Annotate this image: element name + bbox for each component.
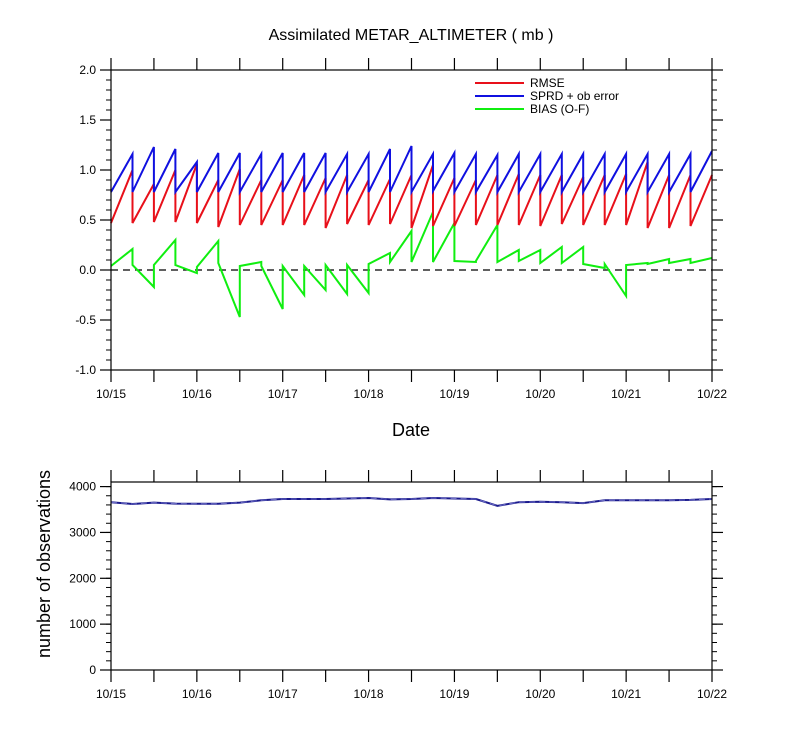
x-tick-label: 10/15 — [96, 387, 126, 401]
x-tick-label: 10/20 — [525, 687, 555, 701]
x-tick-label: 10/20 — [525, 387, 555, 401]
x-tick-label: 10/19 — [439, 387, 469, 401]
y-tick-label: 0.0 — [79, 263, 96, 277]
y-tick-label: 2000 — [69, 571, 96, 585]
y-tick-label: 0 — [89, 663, 96, 677]
bottom-plot-frame: 10/15 10/16 10/17 10/18 10/19 10/20 10/21 10/22… — [69, 470, 727, 701]
x-tick-label: 10/22 — [697, 687, 727, 701]
legend-label: SPRD + ob error — [530, 89, 619, 103]
x-axis-title: Date — [392, 420, 430, 440]
x-tick-label: 10/17 — [268, 387, 298, 401]
y-tick-label: 4000 — [69, 480, 96, 494]
legend-label: BIAS (O-F) — [530, 102, 589, 116]
x-tick-label: 10/18 — [354, 687, 384, 701]
x-tick-label: 10/21 — [611, 687, 641, 701]
y-tick-label: 2.0 — [79, 63, 96, 77]
bottom-plot — [110, 496, 713, 507]
x-tick-label: 10/21 — [611, 387, 641, 401]
y-tick-label: 3000 — [69, 525, 96, 539]
legend-label: RMSE — [530, 76, 565, 90]
y-tick-label: 1.0 — [79, 163, 96, 177]
y-tick-label: 1000 — [69, 617, 96, 631]
y-tick-label: 0.5 — [79, 213, 96, 227]
series-line-bias-o-f — [110, 211, 713, 318]
x-tick-label: 10/16 — [182, 687, 212, 701]
top-plot-frame: 10/15 10/16 10/17 10/18 10/19 10/20 10/21 10/22… — [75, 58, 727, 401]
top-plot — [110, 145, 713, 318]
x-tick-label: 10/22 — [697, 387, 727, 401]
series-line-observation-count-used — [110, 497, 713, 507]
x-tick-label: 10/19 — [439, 687, 469, 701]
y-tick-label: -0.5 — [75, 313, 96, 327]
x-tick-label: 10/15 — [96, 687, 126, 701]
y-tick-label: -1.0 — [75, 363, 96, 377]
x-tick-label: 10/18 — [354, 387, 384, 401]
x-tick-label: 10/17 — [268, 687, 298, 701]
y-axis-title-observations: number of observations — [34, 470, 54, 658]
series-line-sprd-ob-error — [110, 145, 713, 196]
y-tick-label: 1.5 — [79, 113, 96, 127]
chart-title: Assimilated METAR_ALTIMETER ( mb ) — [269, 27, 554, 44]
x-tick-label: 10/16 — [182, 387, 212, 401]
